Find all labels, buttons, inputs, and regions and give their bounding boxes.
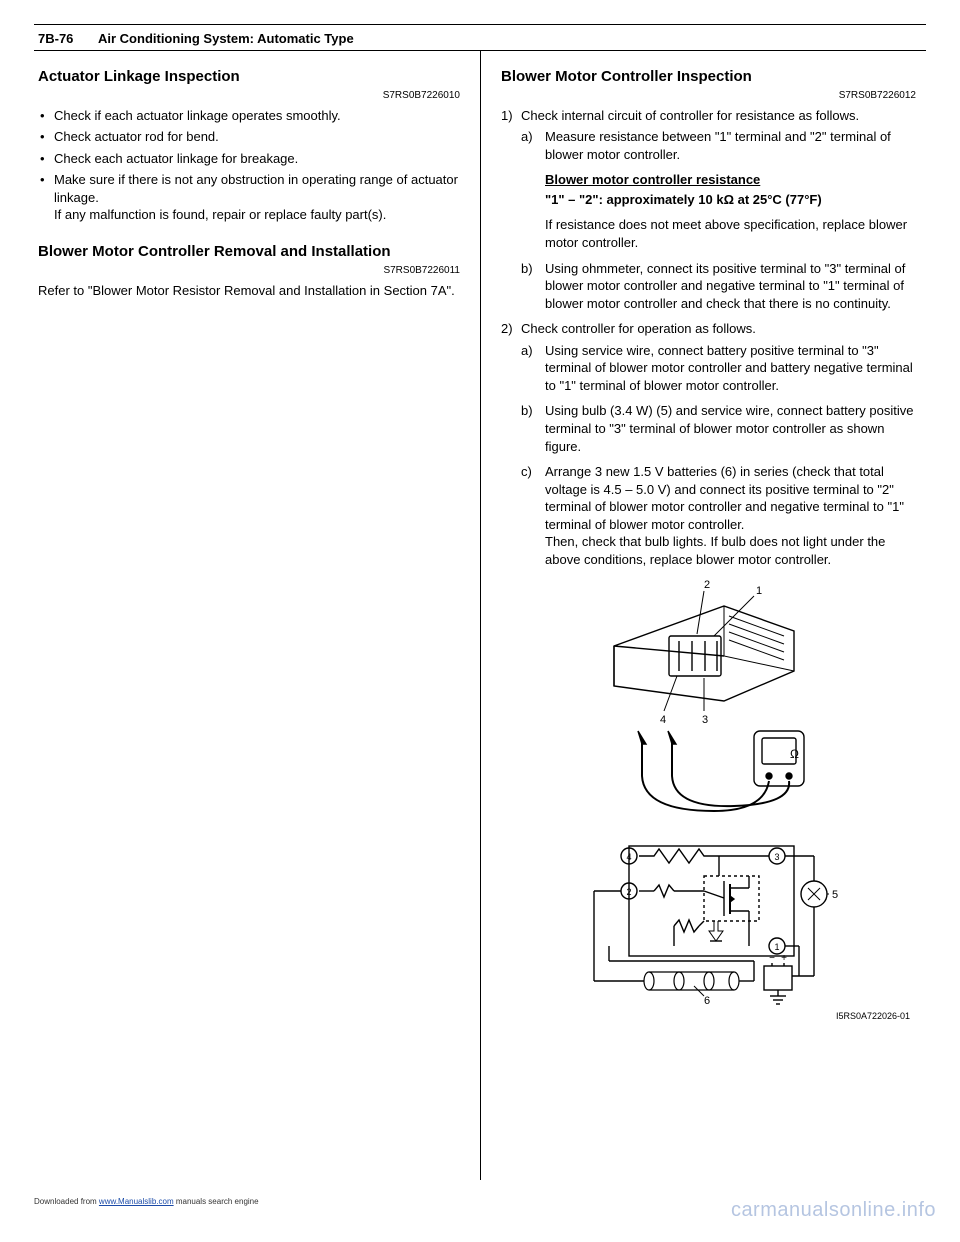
page-number: 7B-76 — [38, 31, 98, 46]
callout-6: 6 — [704, 995, 710, 1006]
step-2: 2) Check controller for operation as fol… — [501, 320, 916, 568]
svg-text:1: 1 — [774, 942, 779, 952]
substep-text: Using ohmmeter, connect its positive ter… — [545, 261, 905, 311]
footer-link[interactable]: www.Manualslib.com — [99, 1197, 174, 1206]
substep-text: Using service wire, connect battery posi… — [545, 343, 913, 393]
step-1: 1) Check internal circuit of controller … — [501, 107, 916, 312]
list-item: Check actuator rod for bend. — [38, 128, 460, 146]
footer-watermark: carmanualsonline.info — [731, 1199, 936, 1222]
page-header: 7B-76 Air Conditioning System: Automatic… — [34, 25, 926, 51]
substep-label: b) — [521, 402, 533, 420]
callout-5: 5 — [832, 889, 838, 901]
substep-text: Measure resistance between "1" terminal … — [545, 129, 891, 162]
list-item: Check each actuator linkage for breakage… — [38, 150, 460, 168]
spec-value: "1" – "2": approximately 10 kΩ at 25°C (… — [545, 191, 916, 209]
page-frame: 7B-76 Air Conditioning System: Automatic… — [34, 24, 926, 1186]
spec-heading: Blower motor controller resistance — [545, 171, 916, 189]
step-number: 2) — [501, 320, 513, 338]
svg-text:2: 2 — [626, 887, 631, 897]
step-number: 1) — [501, 107, 513, 125]
svg-text:3: 3 — [774, 852, 779, 862]
substeps: a) Using service wire, connect battery p… — [521, 342, 916, 569]
callout-1: 1 — [756, 585, 762, 597]
right-column: Blower Motor Controller Inspection S7RS0… — [480, 51, 926, 1180]
substep-text: Using bulb (3.4 W) (5) and service wire,… — [545, 403, 914, 453]
substep-a: a) Measure resistance between "1" termin… — [521, 128, 916, 251]
page-title: Air Conditioning System: Automatic Type — [98, 31, 922, 46]
list-item: Check if each actuator linkage operates … — [38, 107, 460, 125]
footer-text: Downloaded from — [34, 1197, 99, 1206]
diagram-svg: Ω — [554, 576, 864, 1006]
svg-text:+: + — [781, 953, 787, 964]
list-item: Make sure if there is not any obstructio… — [38, 171, 460, 224]
callout-2: 2 — [704, 579, 710, 591]
section-code: S7RS0B7226011 — [38, 264, 460, 278]
step-text: Check internal circuit of controller for… — [521, 108, 859, 123]
figure-blower-controller: Ω — [501, 576, 916, 1022]
step-text: Check controller for operation as follow… — [521, 321, 756, 336]
circuit-schematic: 4 2 3 1 — [594, 846, 827, 1004]
section-code: S7RS0B7226012 — [501, 89, 916, 103]
section-heading-removal: Blower Motor Controller Removal and Inst… — [38, 242, 460, 262]
spec-after: If resistance does not meet above specif… — [545, 216, 916, 251]
figure-code: I5RS0A722026-01 — [501, 1010, 916, 1022]
substep-c: c) Arrange 3 new 1.5 V batteries (6) in … — [521, 463, 916, 568]
left-column: Actuator Linkage Inspection S7RS0B722601… — [34, 51, 480, 1180]
footer-text: manuals search engine — [174, 1197, 259, 1206]
substep-label: c) — [521, 463, 532, 481]
content-columns: Actuator Linkage Inspection S7RS0B722601… — [34, 51, 926, 1180]
section-heading-inspection: Blower Motor Controller Inspection — [501, 67, 916, 87]
svg-text:−: − — [769, 953, 775, 964]
substep-label: a) — [521, 342, 533, 360]
callout-4: 4 — [660, 714, 666, 726]
substep-b: b) Using bulb (3.4 W) (5) and service wi… — [521, 402, 916, 455]
svg-text:Ω: Ω — [790, 747, 799, 761]
substep-label: b) — [521, 260, 533, 278]
substep-text: Arrange 3 new 1.5 V batteries (6) in ser… — [545, 464, 904, 567]
section-body: Refer to "Blower Motor Resistor Removal … — [38, 282, 460, 300]
svg-text:4: 4 — [626, 852, 631, 862]
substeps: a) Measure resistance between "1" termin… — [521, 128, 916, 312]
section-code: S7RS0B7226010 — [38, 89, 460, 103]
substep-label: a) — [521, 128, 533, 146]
callout-3: 3 — [702, 714, 708, 726]
substep-b: b) Using ohmmeter, connect its positive … — [521, 260, 916, 313]
bullets-actuator: Check if each actuator linkage operates … — [38, 107, 460, 224]
footer-source: Downloaded from www.Manualslib.com manua… — [34, 1197, 259, 1206]
substep-a: a) Using service wire, connect battery p… — [521, 342, 916, 395]
section-heading-actuator: Actuator Linkage Inspection — [38, 67, 460, 87]
ohmmeter-drawing: Ω — [638, 731, 804, 811]
numbered-steps: 1) Check internal circuit of controller … — [501, 107, 916, 569]
